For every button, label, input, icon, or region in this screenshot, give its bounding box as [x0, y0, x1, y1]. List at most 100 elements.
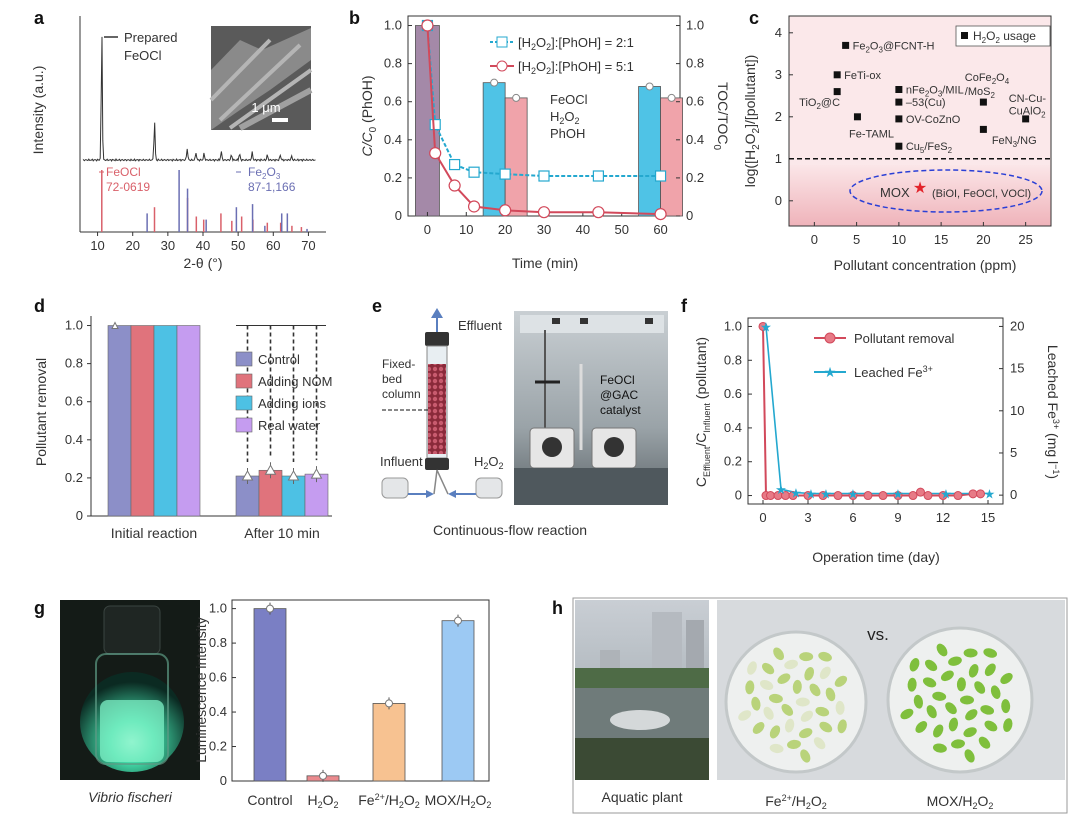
- f-y-tick-label: 0: [735, 488, 742, 503]
- c-mox-label: MOX: [880, 185, 910, 200]
- f-pollutant-point: [938, 491, 948, 501]
- h-leaf: [769, 725, 781, 739]
- b-y-tick-label: 0.4: [384, 132, 402, 147]
- e-column-cap-top: [425, 332, 449, 346]
- c-mox-star: ★: [913, 180, 927, 197]
- f-pollutant-point: [923, 491, 933, 501]
- f-pollutant-point: [908, 491, 918, 501]
- c-mox-detail: (BiOI, FeOCl, VOCl): [932, 188, 1031, 200]
- f-pollutant-line: [762, 326, 981, 497]
- h-leaf: [984, 720, 998, 732]
- c-label-tio2: TiO2@C: [799, 97, 840, 111]
- panel-e: e Effluent Fixed- bed column Influent H2…: [372, 296, 668, 538]
- h-leaf: [984, 663, 996, 677]
- d-bar-marker: [310, 468, 323, 479]
- h-leaf: [834, 675, 848, 687]
- d-bar: [107, 325, 132, 517]
- c-point: [833, 88, 841, 96]
- g-y-tick-label: 0.8: [209, 635, 227, 650]
- d-legend-label: Control: [258, 352, 300, 367]
- b-point-s2: [448, 179, 461, 192]
- h-leaf: [835, 700, 845, 715]
- f-x-tick-label: 6: [849, 510, 856, 525]
- b-legend: [H2O2]:[PhOH] = 2:1 [H2O2]:[PhOH] = 5:1: [490, 35, 634, 76]
- c-x-tick-label: 10: [892, 232, 906, 247]
- c-point: [979, 98, 987, 106]
- a-x-tick-label: 30: [161, 238, 175, 253]
- f-legend-label-2: Leached Fe3+: [854, 364, 933, 380]
- f-x-tick-label: 9: [894, 510, 901, 525]
- e-catalyst-3: catalyst: [600, 403, 641, 417]
- h-dish-mox: [886, 626, 1034, 774]
- f-pollutant-point: [916, 487, 925, 497]
- a-scale-bar-label: 1 μm: [251, 100, 280, 115]
- f-pollutant-point: [766, 491, 775, 501]
- g-bar: [441, 620, 475, 782]
- h-leaf: [777, 673, 791, 684]
- a-x-tick-label: 40: [196, 238, 210, 253]
- h-leaf: [915, 721, 928, 733]
- h-leaf: [763, 706, 774, 720]
- h-leaf: [768, 693, 783, 704]
- f-x-tick-label: 0: [759, 510, 766, 525]
- b-toc-bar: [504, 97, 528, 217]
- b-toc-bar-marker: [645, 82, 654, 91]
- g-cat-fe: Fe2+/H2O2: [358, 792, 420, 810]
- c-label-fe2o3-fcnt: Fe2O3@FCNT-H: [853, 40, 935, 54]
- e-pump-right: [475, 477, 503, 499]
- b-toc-bar: [660, 97, 683, 217]
- g-y-tick-label: 1.0: [209, 601, 227, 616]
- h-leaf: [925, 659, 938, 672]
- d-bars: [107, 321, 329, 517]
- a-ref-feocl-name: FeOCl: [106, 165, 141, 179]
- c-y-tick-label: 4: [775, 25, 782, 40]
- f-ticks: 0 3 6 9 12 15 0 0.2 0.4 0.6 0.8 1.0 0 5 10 15 20: [724, 318, 1025, 525]
- h-leaf: [751, 696, 761, 711]
- b-y-axis-title: C/C0 (PhOH): [359, 75, 379, 156]
- f-pollutant-point: [953, 491, 963, 501]
- f-y2-axis-title: Leached Fe3+ (mg l−1): [1045, 345, 1061, 479]
- f-pollutant-point: [758, 321, 768, 331]
- b-toc-bar-marker: [667, 93, 676, 102]
- h-leaf: [792, 679, 802, 694]
- b-toc-bars: [415, 21, 683, 217]
- h-leaf: [773, 647, 785, 661]
- e-caption: Continuous-flow reaction: [433, 522, 587, 538]
- f-leached-point: ★: [940, 486, 952, 501]
- a-x-tick-label: 70: [301, 238, 315, 253]
- h-leaf: [818, 651, 832, 662]
- d-bar-marker: [241, 469, 254, 481]
- c-label-feti: FeTi-ox: [844, 70, 881, 82]
- b-legend-label-1: [H2O2]:[PhOH] = 2:1: [518, 35, 634, 52]
- h-leaf: [800, 710, 814, 722]
- b-x-axis-title: Time (min): [512, 255, 578, 271]
- b-legend-marker-1: [496, 36, 508, 48]
- b-toc-bar: [638, 86, 661, 217]
- b-x-tick-label: 30: [537, 222, 551, 237]
- f-leached-point: ★: [805, 486, 817, 501]
- f-legend-marker-1: [824, 332, 836, 344]
- d-y-tick-label: 0.8: [65, 356, 83, 371]
- g-cat-mox: MOX/H2O2: [425, 792, 492, 810]
- h-leaf: [990, 685, 1001, 699]
- h-leaf: [922, 677, 937, 688]
- f-series: ★★ ★ ★ ★ ★ ★ ★ ★: [758, 319, 995, 501]
- a-ref-feocl-pdf: 72-0619: [106, 180, 150, 194]
- b-point-s1: [449, 158, 461, 171]
- g-y-tick-label: 0.4: [209, 704, 227, 719]
- g-bars: [253, 602, 475, 782]
- h-leaf: [945, 702, 957, 715]
- h-leaf: [809, 683, 821, 697]
- b-legend-label-2: [H2O2]:[PhOH] = 5:1: [518, 59, 634, 76]
- a-x-tick-label: 20: [125, 238, 139, 253]
- c-ticks: 0 5 10 15 20 25 0 1 2 3 4: [775, 25, 1033, 247]
- b-point-s1: [654, 170, 667, 182]
- h-leaf: [932, 743, 947, 753]
- a-x-ticks: 10 20 30 40 50 60 70: [90, 232, 316, 253]
- c-x-tick-label: 15: [934, 232, 948, 247]
- f-legend-label-1: Pollutant removal: [854, 331, 955, 346]
- d-ticks: 0 0.2 0.4 0.6 0.8 1.0 Initial reaction After 10…: [65, 318, 320, 541]
- h-leaf: [769, 743, 784, 754]
- b-point-s1: [499, 168, 511, 180]
